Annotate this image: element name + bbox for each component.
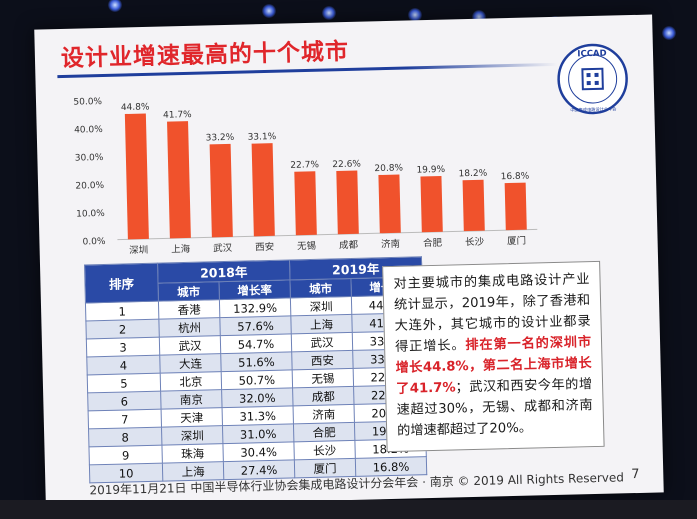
bar-data-label: 18.2% [458, 169, 487, 180]
bar-data-label: 16.8% [501, 172, 530, 183]
y-tick-label: 50.0% [73, 97, 102, 108]
header-rank: 排序 [84, 263, 159, 303]
page-number: 7 [631, 466, 640, 483]
cell-rate2018: 30.4% [222, 441, 295, 462]
x-category-label: 上海 [171, 243, 191, 255]
cell-city2019: 长沙 [293, 440, 356, 460]
bar [336, 170, 359, 235]
cell-city2018: 香港 [158, 299, 220, 320]
cell-city2018: 杭州 [158, 317, 221, 338]
cell-city2019: 成都 [292, 386, 355, 406]
cell-city2019: 西安 [291, 350, 354, 370]
iccad-logo-icon: ICCAD 中国集成电路设计业年会 [557, 43, 628, 115]
svg-text:ICCAD: ICCAD [577, 49, 607, 60]
cell-city2019: 深圳 [290, 296, 352, 316]
svg-text:中国集成电路设计业年会: 中国集成电路设计业年会 [570, 105, 617, 113]
cell-rate2018: 31.3% [222, 405, 294, 426]
cell-rank: 1 [85, 301, 159, 321]
cell-city2018: 南京 [160, 389, 223, 410]
bar [251, 143, 275, 237]
bar [294, 171, 317, 236]
cell-rank: 8 [88, 427, 162, 447]
y-tick-label: 30.0% [75, 153, 104, 164]
bar-data-label: 20.8% [374, 163, 403, 174]
cell-rate2018: 57.6% [219, 315, 292, 336]
bar [124, 113, 149, 240]
bar-data-label: 22.7% [290, 160, 319, 171]
cell-rate2018: 51.6% [220, 351, 293, 372]
cell-city2018: 北京 [160, 371, 222, 392]
y-tick-label: 20.0% [75, 181, 104, 192]
cell-rate2018: 31.0% [222, 423, 294, 444]
bar [378, 174, 401, 234]
x-category-label: 济南 [381, 238, 400, 250]
cell-city2018: 大连 [159, 353, 222, 374]
x-category-label: 武汉 [213, 242, 233, 254]
header-city-2018: 城市 [157, 281, 220, 302]
city-ranking-table: 排序 2018年 2019年 城市 增长率 城市 增长率 1香港132.9%深圳… [84, 256, 427, 483]
presentation-slide: 设计业增速最高的十个城市 ICCAD 中国集成电路设计业年会 0.0% 10.0%… [34, 14, 664, 508]
cell-rate2018: 54.7% [220, 333, 292, 354]
cell-city2018: 天津 [161, 407, 223, 428]
cell-city2019: 无锡 [292, 368, 354, 388]
summary-textbox: 对主要城市的集成电路设计产业统计显示，2019年，除了香港和大连外，其它城市的设… [382, 260, 605, 453]
cell-rank: 4 [86, 355, 161, 375]
cell-rate2018: 50.7% [221, 369, 293, 390]
cell-city2019: 上海 [290, 314, 353, 334]
cell-rank: 6 [87, 391, 162, 411]
y-tick-label: 40.0% [74, 125, 103, 136]
bottom-shadow [0, 500, 697, 519]
cell-rank: 2 [85, 319, 160, 339]
x-category-label: 深圳 [129, 245, 148, 256]
cell-rank: 5 [87, 373, 161, 393]
y-tick-label: 10.0% [76, 209, 105, 220]
x-category-label: 西安 [255, 241, 274, 253]
header-rate-2018: 增长率 [218, 279, 291, 300]
bar-data-label: 19.9% [416, 165, 445, 176]
cell-city2019: 济南 [293, 404, 355, 424]
cell-city2018: 深圳 [161, 425, 223, 446]
y-tick-label: 0.0% [82, 237, 106, 248]
cell-rank: 9 [88, 445, 163, 465]
bar-data-label: 41.7% [163, 110, 192, 121]
growth-bar-chart: 0.0% 10.0% 20.0% 30.0% 40.0% 50.0% 44.8% 深圳 41.7… [73, 97, 538, 256]
header-city-2019: 城市 [289, 278, 352, 298]
cell-rate2018: 132.9% [219, 297, 291, 318]
cell-city2018: 珠海 [161, 443, 224, 464]
bar-data-label: 33.1% [248, 132, 277, 143]
bar [167, 121, 191, 239]
cell-city2019: 合肥 [293, 422, 355, 442]
x-category-label: 无锡 [297, 240, 316, 252]
cell-city2018: 武汉 [159, 335, 221, 356]
cell-city2019: 武汉 [291, 332, 353, 352]
cell-rate2018: 32.0% [221, 387, 294, 408]
x-category-label: 长沙 [465, 236, 485, 248]
bar [209, 143, 233, 238]
x-category-label: 合肥 [423, 237, 443, 249]
x-category-label: 厦门 [507, 235, 526, 247]
x-category-label: 成都 [339, 239, 359, 251]
cell-rank: 7 [88, 409, 162, 429]
bar-data-label: 44.8% [121, 102, 150, 113]
bar-data-label: 22.6% [332, 159, 361, 170]
bar [504, 182, 527, 231]
cell-rank: 3 [86, 337, 160, 357]
bar [420, 175, 443, 233]
bar-data-label: 33.2% [206, 133, 235, 144]
slide-title: 设计业增速最高的十个城市 [60, 38, 350, 72]
bar [462, 179, 485, 232]
